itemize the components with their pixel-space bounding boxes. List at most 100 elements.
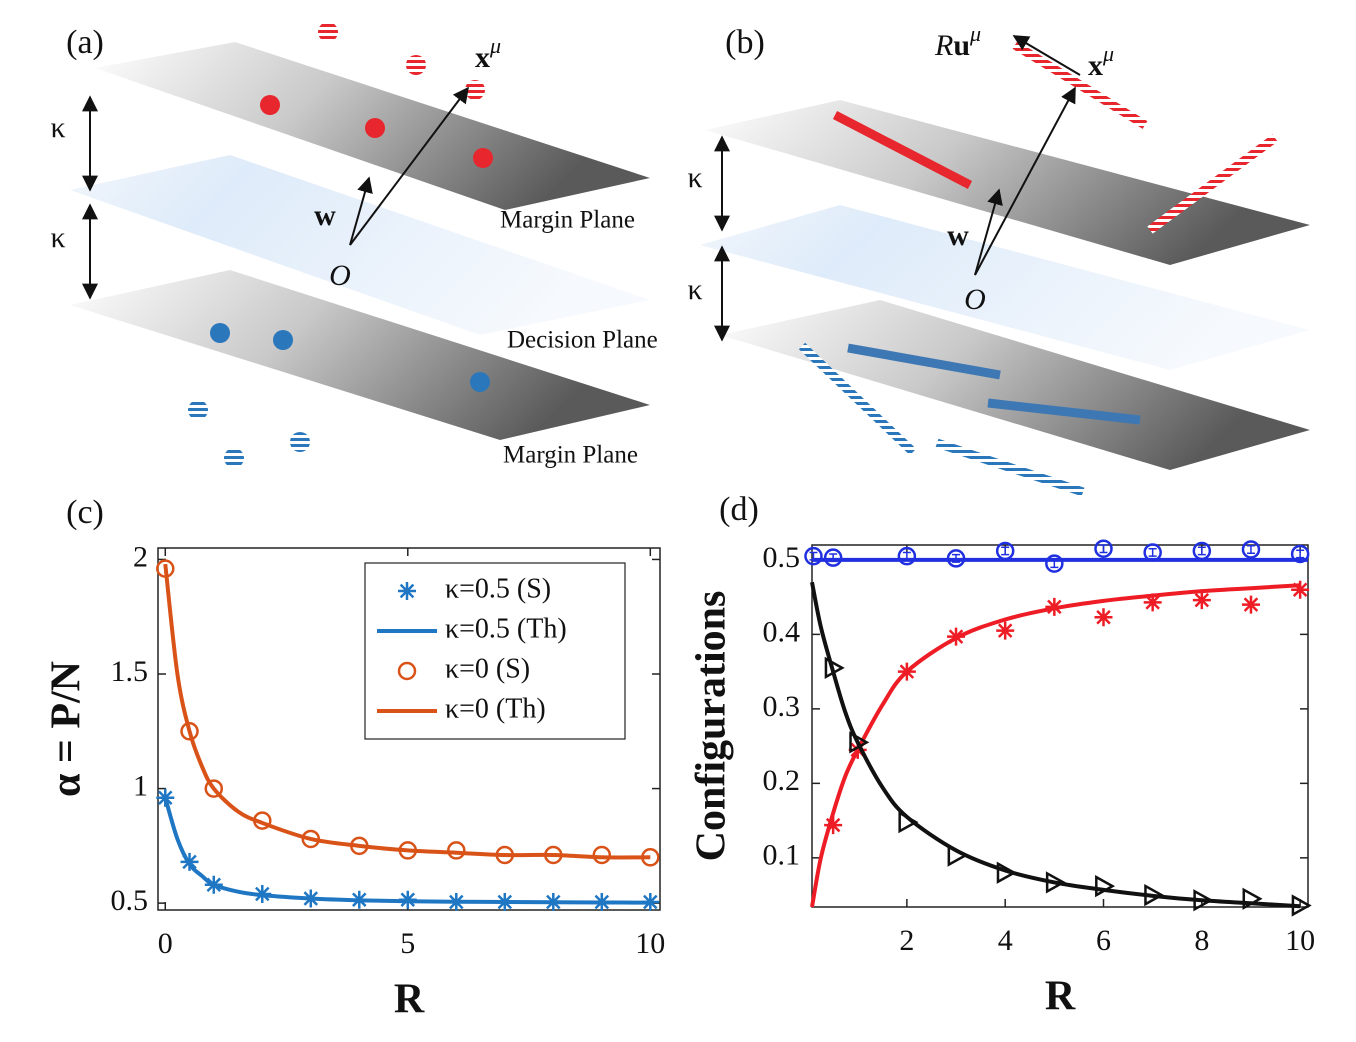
dot — [260, 95, 280, 115]
marker — [204, 779, 224, 798]
legend-label: κ=0 (Th) — [445, 693, 546, 724]
hatched-manifold — [1012, 41, 1148, 129]
y-tick-label: 1 — [133, 769, 148, 802]
x-sup: μ — [489, 33, 501, 58]
marker — [1291, 580, 1310, 599]
origin-label: O — [964, 283, 986, 316]
x-tick-label: 5 — [400, 927, 415, 960]
x-arrow — [349, 86, 469, 246]
panel-b: (b) κ κ w O xμ Ruμ — [687, 21, 1310, 497]
legend-label: κ=0.5 (Th) — [445, 613, 567, 644]
x-sup: μ — [1102, 41, 1114, 66]
hatched-manifold — [1147, 134, 1278, 234]
marker — [823, 548, 843, 567]
kappa-label: κ — [50, 111, 65, 144]
theory-line — [810, 581, 1301, 909]
ru-r: R — [934, 29, 953, 62]
legend-label: κ=0 (S) — [445, 653, 530, 684]
y-tick-label: 0.4 — [763, 615, 801, 648]
marker — [180, 722, 199, 741]
hatched-manifold — [935, 438, 1085, 497]
plane-label: Margin Plane — [500, 207, 635, 234]
x-label: xμ — [475, 33, 501, 74]
x-base: x — [1088, 49, 1103, 82]
dot — [210, 323, 230, 343]
marker — [1192, 591, 1211, 610]
error-bar — [1148, 547, 1157, 557]
dot — [273, 330, 293, 350]
x-tick-label: 10 — [635, 927, 665, 960]
hatched-dot — [290, 432, 310, 452]
x-tick-label: 0 — [158, 927, 173, 960]
y-tick-label: 0.3 — [763, 690, 801, 723]
hatched-dot — [188, 400, 208, 420]
x-axis-label: R — [1045, 974, 1076, 1020]
y-tick-label: 1.5 — [111, 655, 149, 688]
x-tick-label: 4 — [998, 924, 1013, 957]
hatched-dot — [318, 22, 338, 42]
panel-a: (a) κ κ w O xμ Margin Plane Decision Pla… — [50, 22, 658, 469]
hatched-dot — [406, 55, 426, 75]
ru-label: Ruμ — [934, 21, 981, 62]
panel-label: (d) — [719, 491, 759, 528]
chart: 2 4 6 8 10 0.1 0.2 0.3 0.4 0.5 R Configurations (d) — [689, 491, 1315, 1020]
marker — [1241, 595, 1260, 614]
marker — [1094, 608, 1113, 627]
theory-line — [810, 583, 1301, 908]
y-tick-label: 2 — [133, 540, 148, 573]
marker — [1094, 539, 1113, 558]
marker — [592, 845, 612, 865]
ru-sup: μ — [969, 21, 981, 46]
decision-plane — [70, 155, 650, 335]
ru-base: u — [953, 29, 970, 62]
manifold — [847, 343, 1001, 380]
w-arrow — [974, 188, 1003, 276]
kappa-label: κ — [50, 221, 65, 254]
decision-plane — [700, 205, 1310, 370]
panel-label: (b) — [725, 24, 765, 61]
w-label: w — [314, 199, 336, 232]
marker — [996, 861, 1017, 884]
legend-swatch — [397, 661, 417, 681]
error-bar — [1296, 549, 1305, 559]
error-bar — [1197, 546, 1206, 556]
error-bar — [1099, 544, 1108, 554]
error-bar — [1246, 544, 1255, 554]
dot — [470, 372, 490, 392]
legend-swatch — [398, 582, 416, 600]
error-bar — [1001, 546, 1010, 556]
marker — [824, 816, 843, 835]
plane-label: Decision Plane — [507, 327, 658, 354]
marker — [897, 546, 917, 566]
w-arrow — [349, 176, 373, 246]
hatched-manifold — [798, 342, 917, 456]
chart: 0 5 10 0.5 1 1.5 2 Rα = P/N (c) κ=0.5 (S) κ=0.5 (T… — [44, 494, 666, 1023]
panel-label: (c) — [66, 494, 104, 531]
marker — [156, 788, 175, 807]
marker — [1241, 540, 1261, 559]
y-axis-label: Configurations — [689, 591, 735, 862]
marker — [996, 621, 1015, 640]
legend-label: κ=0.5 (S) — [445, 573, 551, 604]
x-tick-label: 2 — [899, 924, 914, 957]
y-tick-label: 0.5 — [111, 884, 149, 917]
margin-plane — [720, 300, 1310, 470]
marker — [1290, 544, 1310, 564]
origin-label: O — [329, 259, 351, 292]
x-tick-label: 8 — [1194, 924, 1209, 957]
plane-label: Margin Plane — [503, 442, 638, 469]
u-arrow — [1012, 35, 1081, 76]
kappa-label: κ — [687, 161, 702, 194]
theory-line — [163, 797, 651, 905]
marker — [1045, 554, 1064, 573]
hatched-dot — [224, 448, 244, 468]
manifold — [987, 398, 1141, 425]
x-axis-label: R — [394, 977, 425, 1023]
hatched-dot — [465, 80, 485, 100]
margin-plane — [70, 270, 650, 440]
kappa-label: κ — [687, 273, 702, 306]
x-base: x — [475, 41, 490, 74]
y-axis-label: α = P/N — [44, 661, 90, 797]
x-arrow — [974, 86, 1076, 276]
